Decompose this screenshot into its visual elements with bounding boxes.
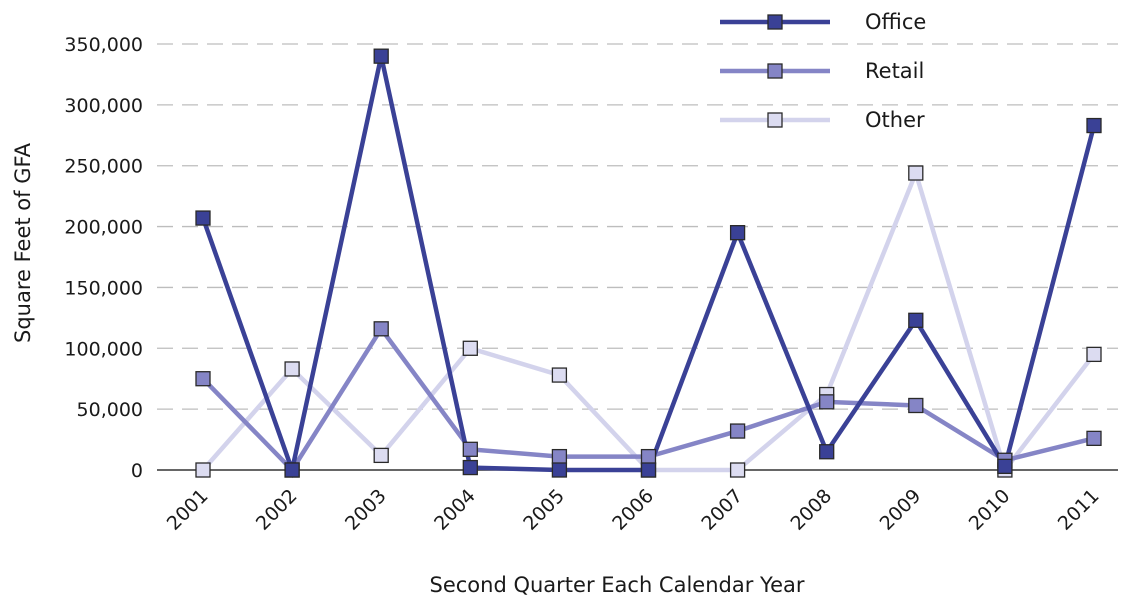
y-tick-label: 250,000 <box>64 156 143 178</box>
data-point-office <box>195 210 211 226</box>
data-point-office <box>284 462 300 478</box>
data-point-office <box>640 462 657 478</box>
x-tick-label: 2009 <box>876 485 926 535</box>
data-point-office <box>819 444 835 460</box>
x-tick-label: 2003 <box>341 485 391 535</box>
y-tick-label: 350,000 <box>64 34 143 56</box>
data-point-other <box>373 447 389 464</box>
data-point-retail <box>195 371 211 387</box>
data-point-retail <box>908 397 924 414</box>
series-lines <box>200 55 1097 479</box>
data-point-retail <box>819 394 835 410</box>
data-point-office <box>908 312 924 328</box>
data-point-office <box>551 462 568 478</box>
data-point-office <box>373 48 389 64</box>
legend-label-retail: Retail <box>865 59 924 83</box>
legend-marker-retail <box>767 63 783 79</box>
data-point-other <box>1086 346 1102 363</box>
data-point-retail <box>729 423 746 439</box>
x-tick-label: 2007 <box>697 485 747 535</box>
x-tick-label: 2001 <box>163 485 213 535</box>
data-point-other <box>729 462 746 478</box>
x-tick-label: 2002 <box>252 485 302 535</box>
data-point-other <box>908 165 924 181</box>
data-point-office <box>462 459 478 476</box>
data-point-other <box>462 340 478 356</box>
x-axis-title: Second Quarter Each Calendar Year <box>430 573 805 597</box>
data-point-office <box>1086 117 1102 134</box>
x-tick-label: 2004 <box>430 485 480 535</box>
data-point-retail <box>551 448 568 465</box>
x-tick-label: 2006 <box>608 485 658 535</box>
y-tick-label: 0 <box>131 460 143 482</box>
data-point-office <box>729 225 746 241</box>
y-tick-label: 150,000 <box>64 277 143 299</box>
legend-label-other: Other <box>865 108 925 132</box>
data-point-retail <box>373 321 389 337</box>
x-tick-label: 2010 <box>965 485 1015 535</box>
y-axis-title: Square Feet of GFA <box>11 142 35 343</box>
y-tick-label: 50,000 <box>77 399 143 421</box>
series-line-other <box>201 166 1096 475</box>
data-point-retail <box>462 441 478 457</box>
data-point-retail <box>640 448 657 465</box>
data-point-office <box>997 458 1013 474</box>
y-tick-label: 300,000 <box>64 95 143 117</box>
series-markers <box>195 48 1102 478</box>
data-point-other <box>551 367 568 383</box>
data-point-retail <box>1086 430 1102 447</box>
legend: Office Retail Other <box>720 10 926 132</box>
series-line-retail <box>201 324 1095 474</box>
gridlines <box>157 43 1118 410</box>
legend-label-office: Office <box>865 10 926 34</box>
legend-marker-office <box>767 14 783 30</box>
x-tick-label: 2008 <box>786 485 836 535</box>
data-point-other <box>195 462 211 478</box>
y-tick-label: 100,000 <box>64 338 143 360</box>
series-line-office <box>200 55 1097 479</box>
legend-marker-other <box>767 112 783 128</box>
x-tick-label: 2005 <box>519 485 569 535</box>
y-axis-ticks: 0 50,000 100,000 150,000 200,000 250,000 300,0… <box>64 34 143 482</box>
x-tick-label: 2011 <box>1054 485 1104 535</box>
x-axis-ticks: 2001 2002 2003 2004 2005 2006 2007 2008 2009 2010… <box>163 485 1104 535</box>
data-point-other <box>284 361 300 377</box>
y-tick-label: 200,000 <box>64 217 143 239</box>
